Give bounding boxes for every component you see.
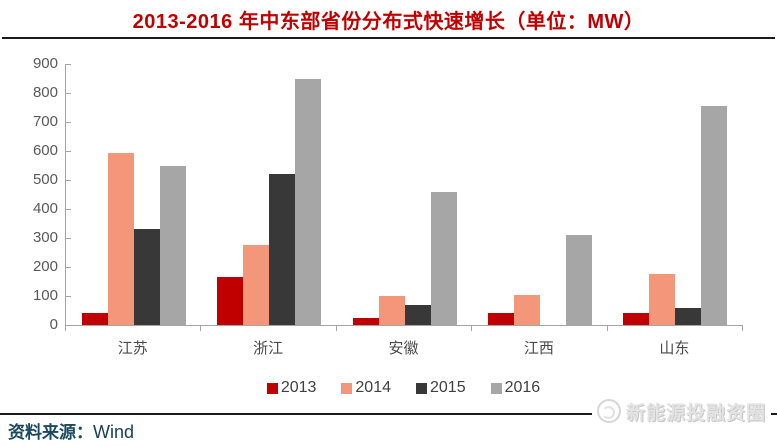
source-value: Wind	[93, 422, 135, 442]
y-axis-tick-label: 300	[32, 229, 58, 246]
bar	[487, 313, 514, 325]
bar	[565, 235, 592, 325]
legend-swatch-icon	[266, 382, 278, 394]
chart-legend: 2013 2014 2015 2016	[65, 379, 742, 397]
y-axis-tick-label: 900	[32, 55, 58, 72]
bar	[133, 229, 160, 325]
bar	[269, 174, 296, 325]
y-axis-tick	[66, 180, 71, 181]
y-axis-tick	[66, 209, 71, 210]
y-axis-tick	[66, 151, 71, 152]
circle-logo-icon	[596, 399, 621, 423]
category-label: 山东	[659, 340, 690, 357]
category-label: 安徽	[388, 340, 419, 357]
y-axis-tick-label: 100	[32, 287, 58, 304]
legend-label: 2016	[504, 379, 541, 396]
bar-group	[66, 64, 201, 325]
bar	[295, 78, 322, 325]
bar	[623, 313, 650, 325]
bar	[430, 191, 457, 325]
bar	[352, 317, 379, 325]
legend-swatch-icon	[490, 382, 502, 394]
x-axis-tick	[335, 326, 337, 331]
bar	[404, 304, 431, 325]
bar	[217, 277, 244, 325]
chart-title: 2013-2016 年中东部省份分布式快速增长（单位：MW）	[132, 11, 645, 33]
plot-area	[65, 64, 743, 326]
source-note: 资料来源：Wind	[8, 418, 134, 443]
legend-item: 2014	[341, 379, 391, 397]
top-divider	[2, 37, 775, 39]
bar-group	[608, 64, 743, 325]
bar	[243, 245, 270, 325]
watermark: 新能源投融资圈	[591, 396, 771, 426]
bar	[378, 296, 405, 325]
watermark-text: 新能源投融资圈	[625, 402, 766, 424]
bar	[701, 106, 728, 325]
bar	[649, 274, 676, 325]
bar-group	[201, 64, 336, 325]
y-axis-tick	[66, 325, 71, 326]
bar-group	[337, 64, 472, 325]
y-axis-tick	[66, 267, 71, 268]
y-axis-tick-label: 800	[32, 84, 58, 101]
category-label: 江苏	[117, 340, 148, 357]
bar	[81, 313, 108, 325]
x-axis-labels: 江苏 浙江 安徽 江西 山东	[65, 337, 742, 358]
y-axis-tick-label: 500	[32, 171, 58, 188]
y-axis-tick-label: 600	[32, 142, 58, 159]
bottom-divider	[0, 413, 777, 415]
x-axis-tick	[742, 326, 743, 331]
y-axis-tick	[66, 64, 71, 65]
y-axis-tick	[66, 122, 71, 123]
x-axis-tick	[471, 326, 473, 331]
legend-label: 2015	[430, 379, 466, 396]
bar	[675, 307, 702, 325]
legend-label: 2014	[355, 379, 391, 396]
category-label: 江西	[523, 340, 554, 357]
y-axis-tick-label: 700	[32, 113, 58, 130]
bar	[159, 165, 186, 325]
x-axis-tick	[200, 326, 202, 331]
bar	[107, 152, 134, 325]
y-axis-tick-label: 200	[32, 258, 58, 275]
legend-swatch-icon	[416, 382, 427, 394]
bar-group	[472, 64, 607, 325]
category-label: 浙江	[253, 340, 284, 357]
y-axis-tick	[66, 238, 71, 239]
source-label: 资料来源：	[8, 423, 93, 442]
y-axis-tick	[66, 296, 71, 297]
legend-item: 2015	[416, 379, 466, 397]
legend-swatch-icon	[341, 382, 353, 394]
bar-groups	[66, 64, 743, 325]
x-axis-tick	[606, 326, 608, 331]
y-axis-tick-label: 0	[49, 316, 58, 333]
bar	[513, 294, 540, 325]
legend-item: 2016	[490, 379, 541, 397]
legend-label: 2013	[280, 379, 317, 396]
y-axis-tick	[66, 93, 71, 94]
y-axis-tick-label: 400	[32, 200, 58, 217]
legend-item: 2013	[266, 379, 317, 397]
x-axis-tick	[65, 326, 66, 331]
